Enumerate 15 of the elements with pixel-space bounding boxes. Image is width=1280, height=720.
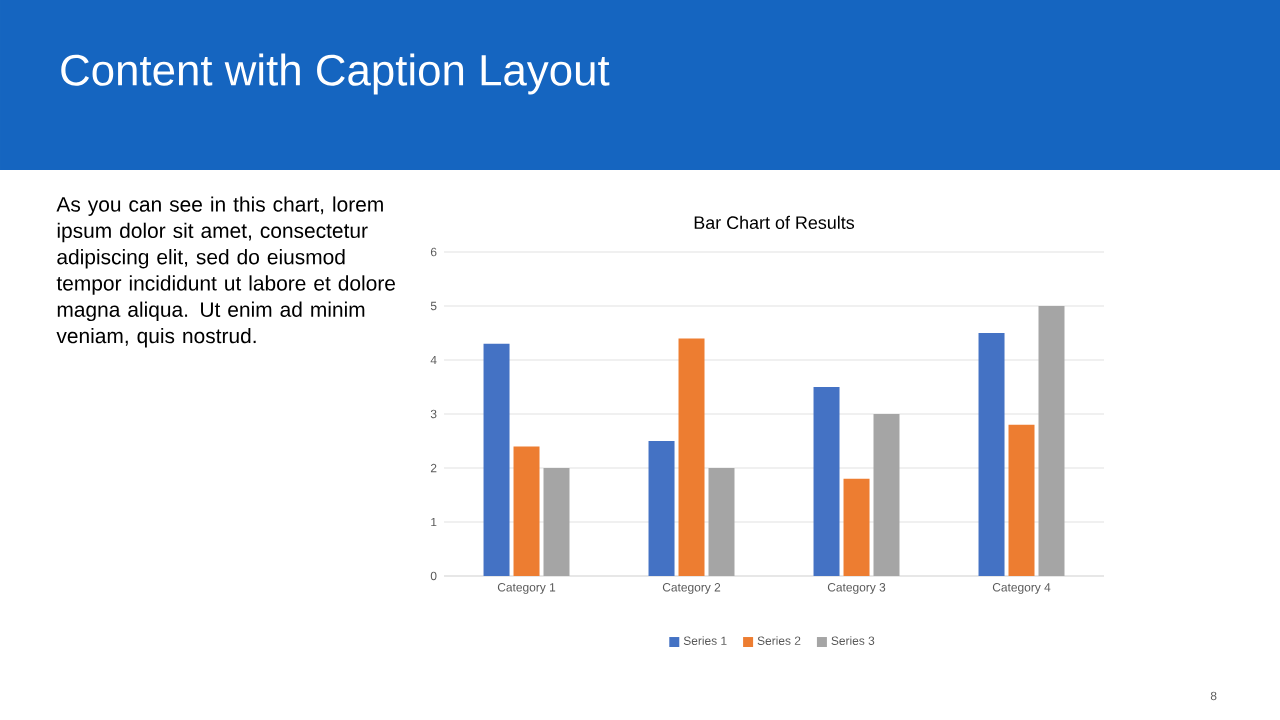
bar [978, 332, 1005, 576]
bar [873, 414, 900, 576]
bar [678, 338, 705, 576]
bar [813, 387, 840, 576]
text: As you can see in this chart, lorem ipsum dolor sit amet, consectetur adipiscing elit, sed do eiusmod tempor incididunt ut labore et dolore magna aliqua. Ut enim ad minim veniam, quis nostrud. [56, 196, 395, 348]
bar [1008, 424, 1035, 576]
bar [513, 446, 540, 576]
bar [543, 468, 570, 576]
chart-title: Bar Chart of Results [694, 215, 855, 230]
bar [648, 441, 675, 576]
bar [843, 478, 870, 576]
bar [1038, 305, 1065, 576]
bar [483, 343, 510, 576]
bar [708, 468, 735, 576]
text: Content with Caption Layout [61, 53, 610, 95]
